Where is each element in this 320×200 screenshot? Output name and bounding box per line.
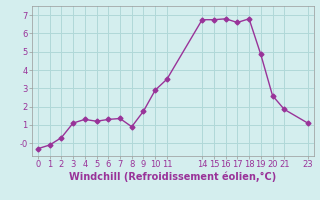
X-axis label: Windchill (Refroidissement éolien,°C): Windchill (Refroidissement éolien,°C) <box>69 172 276 182</box>
